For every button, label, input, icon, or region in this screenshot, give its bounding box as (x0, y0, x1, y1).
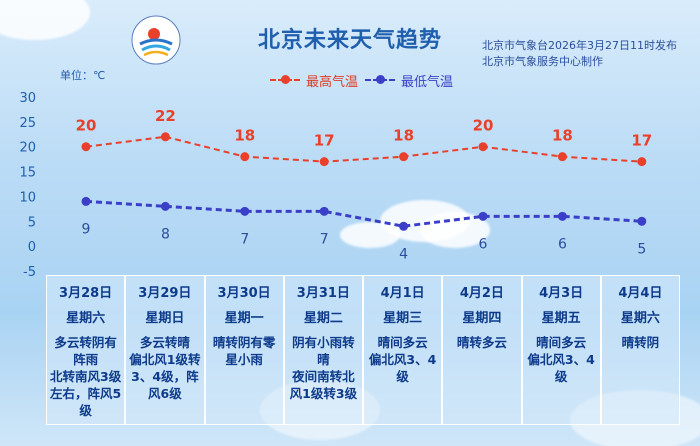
forecast-weekday: 星期五 (541, 311, 581, 326)
low-temp-label: 7 (240, 231, 249, 247)
y-tick-label: 25 (19, 116, 36, 131)
legend-low-label: 最低气温 (401, 75, 454, 90)
y-tick-label: 5 (28, 215, 36, 230)
y-tick-label: 20 (19, 141, 36, 156)
low-temp-point (557, 211, 567, 221)
low-temp-point (637, 216, 647, 226)
forecast-weather: 晴间多云 (377, 335, 428, 350)
forecast-weather: 晴转阴有零星小雨 (212, 335, 276, 367)
low-temp-point (81, 196, 91, 206)
forecast-column: 3月29日 星期日 多云转晴 偏北风1级转3、4级，阵风6级 (125, 275, 205, 425)
meteorological-logo-icon (131, 15, 181, 65)
forecast-column: 4月3日 星期五 晴间多云 偏北风3、4级 (521, 275, 601, 425)
low-temp-label: 5 (637, 241, 646, 257)
forecast-date: 4月4日 (618, 286, 663, 301)
y-tick-label: 15 (19, 166, 36, 181)
forecast-column: 3月31日 星期二 阴有小雨转晴 夜间南转北风1级转3级 (283, 275, 363, 425)
low-temp-label: 6 (479, 236, 488, 252)
forecast-date: 4月2日 (459, 286, 504, 301)
forecast-date: 4月1日 (380, 286, 425, 301)
unit-label: 单位：℃ (60, 69, 106, 82)
forecast-weekday: 星期四 (462, 311, 502, 326)
forecast-wind: 北转南风3级左右，阵风5级 (50, 369, 122, 418)
high-temp-label: 18 (234, 127, 255, 145)
high-temp-point (81, 142, 91, 152)
forecast-wind: 偏北风1级转3、4级，阵风6级 (129, 352, 201, 401)
low-temp-point (478, 211, 488, 221)
forecast-weather: 晴转阴 (621, 335, 660, 350)
forecast-wind: 夜间南转北风1级转3级 (289, 369, 358, 401)
high-temp-line (85, 135, 642, 163)
low-temp-label: 8 (161, 226, 170, 242)
page-title: 北京未来天气趋势 (257, 28, 442, 53)
low-temp-label: 4 (399, 246, 408, 262)
forecast-weekday: 星期日 (145, 311, 185, 326)
high-temp-point (160, 132, 170, 142)
high-temp-point (637, 157, 647, 167)
forecast-weather: 多云转晴 (139, 335, 190, 350)
forecast-date: 3月29日 (138, 286, 192, 301)
forecast-date: 3月30日 (217, 286, 271, 301)
low-temp-point (399, 221, 409, 231)
y-tick-label: 10 (19, 190, 36, 205)
high-temp-label: 20 (76, 117, 97, 135)
y-tick-label: 0 (28, 240, 36, 255)
forecast-date: 3月28日 (59, 286, 113, 301)
y-tick-label: -5 (23, 265, 36, 280)
forecast-weekday: 星期三 (383, 311, 423, 326)
high-temp-label: 18 (393, 127, 414, 145)
forecast-date: 3月31日 (296, 286, 350, 301)
forecast-date: 4月3日 (539, 286, 584, 301)
forecast-table: 3月28日 星期六 多云转阴有阵雨 北转南风3级左右，阵风5级 3月29日 星期… (46, 275, 680, 425)
forecast-column: 3月30日 星期一 晴转阴有零星小雨 (204, 275, 284, 425)
forecast-weekday: 星期二 (303, 311, 343, 326)
forecast-column: 3月28日 星期六 多云转阴有阵雨 北转南风3级左右，阵风5级 (46, 275, 126, 425)
low-temp-line (85, 199, 642, 228)
issuer-line-2: 北京市气象服务中心制作 (482, 55, 603, 68)
legend-high-label: 最高气温 (306, 75, 359, 90)
forecast-weekday: 星期六 (620, 311, 660, 326)
low-temp-label: 6 (558, 236, 567, 252)
high-temp-label: 18 (552, 127, 573, 145)
high-temp-point (240, 152, 250, 162)
high-temp-label: 20 (473, 117, 494, 135)
high-temp-point (478, 142, 488, 152)
forecast-weather: 晴间多云 (536, 335, 587, 350)
forecast-column: 4月2日 星期四 晴转多云 (442, 275, 522, 425)
low-temp-label: 9 (82, 221, 91, 237)
forecast-weather: 晴转多云 (456, 335, 507, 350)
issuer-line-1: 北京市气象台2026年3月27日11时发布 (482, 39, 677, 52)
high-temp-label: 17 (631, 132, 652, 150)
y-tick-label: 30 (19, 91, 36, 106)
high-temp-point (557, 152, 567, 162)
forecast-weather: 多云转阴有阵雨 (54, 335, 117, 367)
high-temp-label: 22 (155, 107, 176, 125)
low-temp-point (160, 201, 170, 211)
forecast-column: 4月1日 星期三 晴间多云 偏北风3、4级 (363, 275, 443, 425)
low-temp-point (240, 206, 250, 216)
forecast-weather: 阴有小雨转晴 (292, 335, 355, 367)
forecast-wind: 偏北风3、4级 (368, 352, 437, 384)
forecast-column: 4月4日 星期六 晴转阴 (600, 275, 680, 425)
forecast-wind: 偏北风3、4级 (527, 352, 595, 384)
low-temp-label: 7 (320, 231, 329, 247)
forecast-weekday: 星期六 (66, 311, 106, 326)
high-temp-point (319, 157, 329, 167)
high-temp-label: 17 (314, 132, 335, 150)
high-temp-point (399, 152, 409, 162)
low-temp-point (319, 206, 329, 216)
forecast-weekday: 星期一 (224, 311, 264, 326)
